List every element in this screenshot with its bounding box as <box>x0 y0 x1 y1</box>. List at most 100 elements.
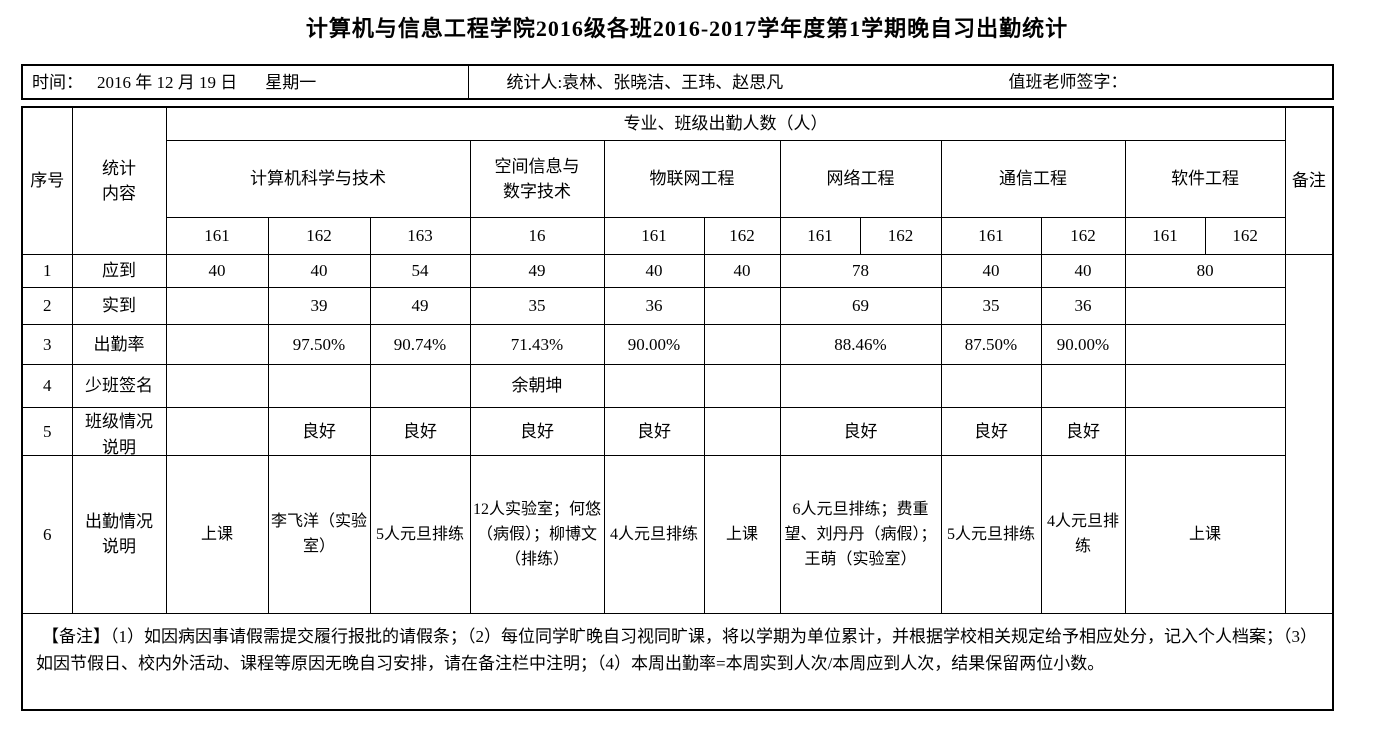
row-label: 出勤率 <box>71 323 167 365</box>
value-cell: 40 <box>1040 253 1126 288</box>
value-cell: 5人元旦排练 <box>369 454 471 614</box>
value-cell: 上课 <box>165 454 269 614</box>
value-cell: 良好 <box>469 406 605 456</box>
value-cell: 12人实验室；何悠（病假）；柳博文（排练） <box>469 454 605 614</box>
value-cell: 39 <box>267 286 371 325</box>
recorder-names: 统计人:袁林、张晓洁、王玮、赵思凡 <box>506 72 784 92</box>
value-cell <box>165 323 269 365</box>
header-major-geo: 空间信息与 数字技术 <box>469 139 605 218</box>
value-cell: 97.50% <box>267 323 371 365</box>
value-cell <box>165 363 269 408</box>
value-cell <box>1124 406 1286 456</box>
value-cell: 40 <box>703 253 781 288</box>
value-cell: 良好 <box>369 406 471 456</box>
value-cell <box>703 363 781 408</box>
value-cell <box>603 363 705 408</box>
header-group-title: 专业、班级出勤人数（人） <box>165 106 1286 141</box>
value-cell: 71.43% <box>469 323 605 365</box>
header-class-number: 162 <box>267 216 371 255</box>
header-class-number: 161 <box>1124 216 1206 255</box>
row-number: 5 <box>21 406 73 456</box>
info-bar: 时间： 2016 年 12 月 19 日 星期一 统计人:袁林、张晓洁、王玮、赵思凡… <box>21 64 1334 100</box>
value-cell: 良好 <box>267 406 371 456</box>
row-label: 出勤情况 说明 <box>71 454 167 614</box>
value-cell: 88.46% <box>779 323 942 365</box>
row-label-text: 班级情况 说明 <box>85 411 153 455</box>
header-major-network: 网络工程 <box>779 139 942 218</box>
header-class-number: 162 <box>1204 216 1286 255</box>
value-cell <box>1124 363 1286 408</box>
footnote: 【备注】（1）如因病因事请假需提交履行报批的请假条；（2）每位同学旷晚自习视同旷… <box>21 612 1334 711</box>
header-class-number: 16 <box>469 216 605 255</box>
value-cell: 90.74% <box>369 323 471 365</box>
teacher-signature-label: 值班老师签字： <box>1008 72 1128 92</box>
value-cell: 78 <box>779 253 942 288</box>
value-cell: 上课 <box>703 454 781 614</box>
value-cell <box>940 363 1042 408</box>
value-cell: 40 <box>603 253 705 288</box>
weekday-value: 星期一 <box>265 72 317 92</box>
header-class-number: 163 <box>369 216 471 255</box>
row-number: 2 <box>21 286 73 325</box>
value-cell: 35 <box>940 286 1042 325</box>
row-label: 班级情况 说明 <box>71 406 167 456</box>
time-label: 时间： <box>32 72 83 92</box>
header-major-software: 软件工程 <box>1124 139 1286 218</box>
header-remark: 备注 <box>1284 106 1334 255</box>
row-label: 少班签名 <box>71 363 167 408</box>
value-cell <box>1124 286 1286 325</box>
value-cell: 4人元旦排练 <box>1040 454 1126 614</box>
row-number: 6 <box>21 454 73 614</box>
header-class-number: 161 <box>779 216 861 255</box>
header-col-index: 序号 <box>21 106 73 255</box>
value-cell <box>703 286 781 325</box>
value-cell: 良好 <box>1040 406 1126 456</box>
value-cell: 40 <box>267 253 371 288</box>
value-cell: 6人元旦排练；费重望、刘丹丹（病假）；王萌（实验室） <box>779 454 942 614</box>
header-major-iot: 物联网工程 <box>603 139 781 218</box>
value-cell: 36 <box>1040 286 1126 325</box>
value-cell: 49 <box>469 253 605 288</box>
header-major-cs: 计算机科学与技术 <box>165 139 471 218</box>
value-cell: 余朝坤 <box>469 363 605 408</box>
value-cell: 上课 <box>1124 454 1286 614</box>
value-cell: 李飞洋（实验室） <box>267 454 371 614</box>
value-cell: 4人元旦排练 <box>603 454 705 614</box>
date-value: 2016 年 12 月 19 日 <box>97 72 238 92</box>
recorder-cell: 统计人:袁林、张晓洁、王玮、赵思凡 值班老师签字： <box>467 64 1334 100</box>
value-cell: 36 <box>603 286 705 325</box>
row-number: 3 <box>21 323 73 365</box>
value-cell: 87.50% <box>940 323 1042 365</box>
value-cell <box>779 363 942 408</box>
row-number: 1 <box>21 253 73 288</box>
value-cell: 5人元旦排练 <box>940 454 1042 614</box>
value-cell <box>703 323 781 365</box>
value-cell: 40 <box>165 253 269 288</box>
attendance-table: 序号 统计 内容 专业、班级出勤人数（人） 备注 计算机科学与技术 空间信息与 … <box>21 106 1335 711</box>
page-title: 计算机与信息工程学院2016级各班2016-2017学年度第1学期晚自习出勤统计 <box>305 16 1069 41</box>
value-cell: 90.00% <box>603 323 705 365</box>
value-cell: 69 <box>779 286 942 325</box>
row-number: 4 <box>21 363 73 408</box>
row-label: 应到 <box>71 253 167 288</box>
header-class-number: 162 <box>1040 216 1126 255</box>
value-cell: 良好 <box>779 406 942 456</box>
row-label: 实到 <box>71 286 167 325</box>
value-cell <box>703 406 781 456</box>
value-cell <box>1124 323 1286 365</box>
header-stat-content: 统计 内容 <box>71 106 167 255</box>
time-cell: 时间： 2016 年 12 月 19 日 星期一 <box>21 64 469 100</box>
value-cell <box>165 406 269 456</box>
header-class-number: 161 <box>165 216 269 255</box>
remark-data-cell <box>1284 253 1334 614</box>
value-cell: 90.00% <box>1040 323 1126 365</box>
header-class-number: 161 <box>940 216 1042 255</box>
value-cell <box>165 286 269 325</box>
value-cell <box>369 363 471 408</box>
value-cell <box>267 363 371 408</box>
value-cell: 49 <box>369 286 471 325</box>
header-class-number: 161 <box>603 216 705 255</box>
header-major-comm: 通信工程 <box>940 139 1126 218</box>
value-cell: 40 <box>940 253 1042 288</box>
value-cell: 80 <box>1124 253 1286 288</box>
